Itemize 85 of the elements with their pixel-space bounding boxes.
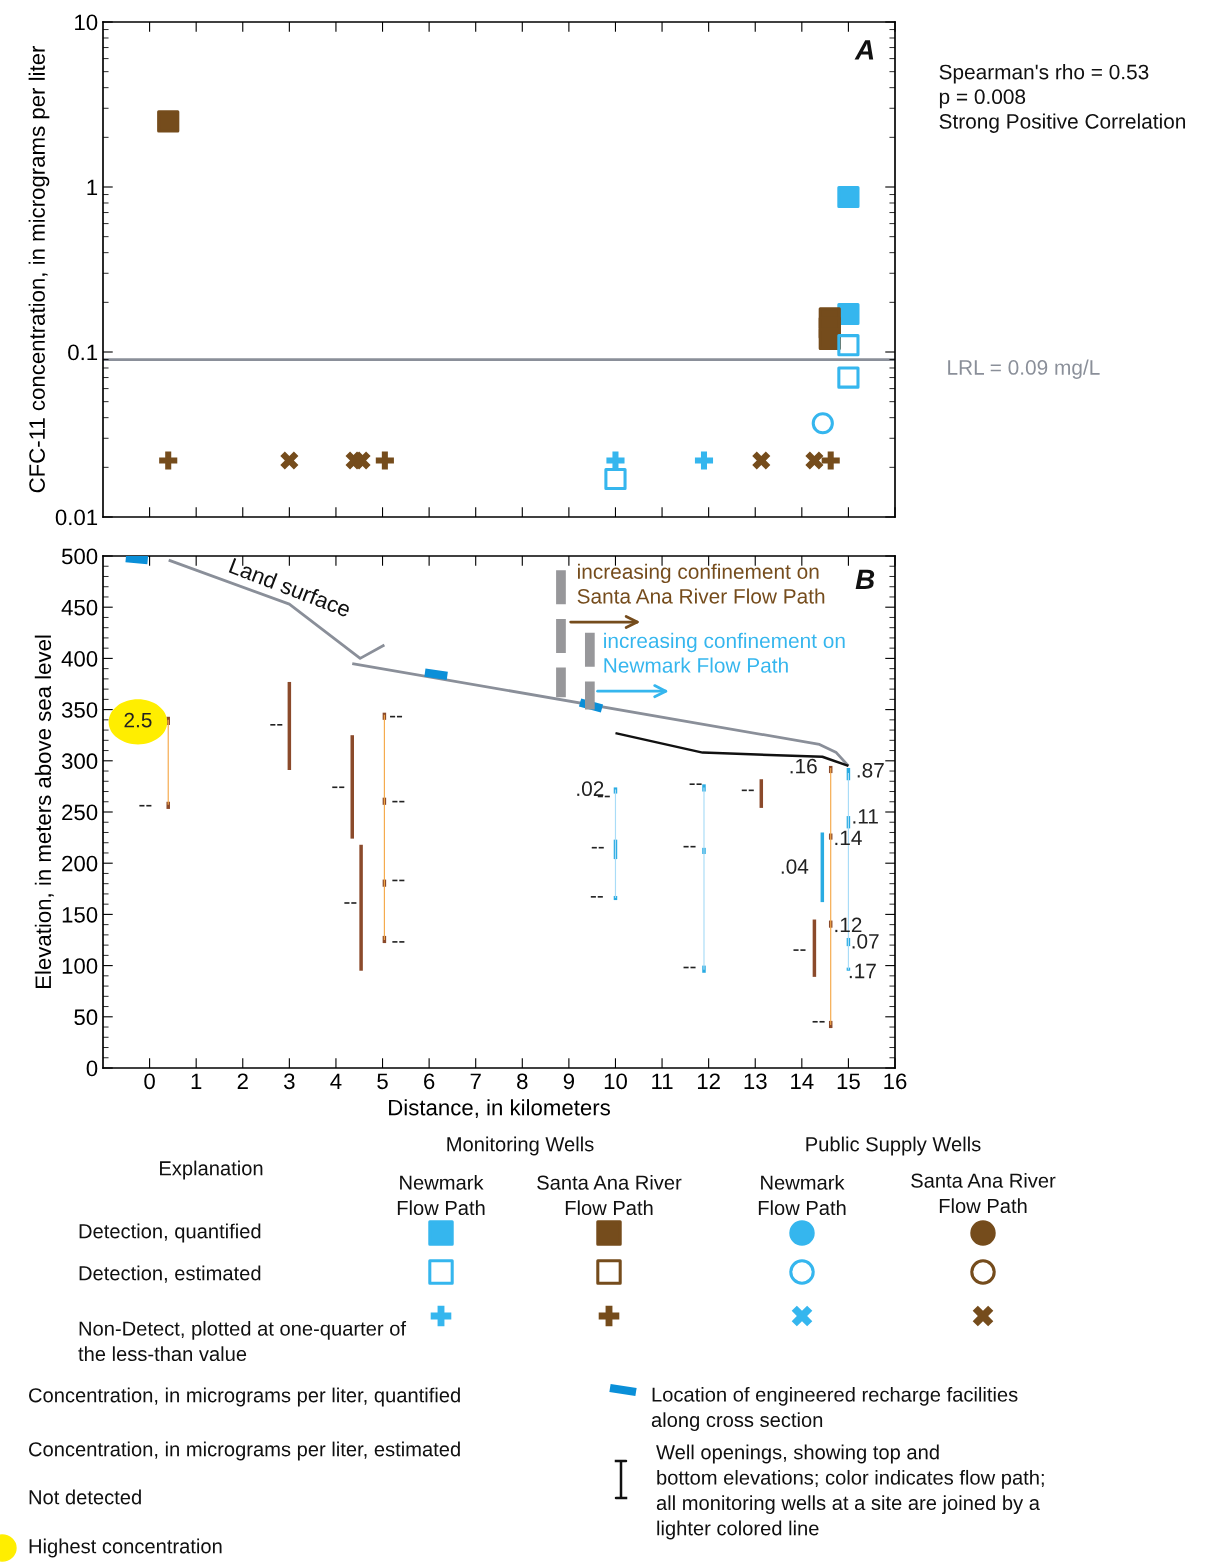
annotation: increasing confinement on Santa Ana River Flow Path [577,563,825,604]
annotation: -- [793,949,806,951]
text: Spearman's rho = 0.53 p = 0.008 Strong Positive Correlation [939,64,1186,133]
annotation: -- [597,795,610,798]
annotation: .17 [849,963,876,979]
text: Highest concentration [29,1538,222,1558]
annotation: B [855,569,875,589]
annotation: .12 [835,917,862,933]
text: Detection, quantified [79,1223,261,1243]
y-tick-label: 500 [61,548,98,565]
annotation: Land surface [228,557,352,618]
text: Location of engineered recharge facilities along cross section [651,1386,1018,1432]
y-tick-label: 250 [62,804,98,821]
x-tick-label: 6 [424,1073,435,1090]
annotation: .02 [577,781,604,797]
annotation: .07 [852,933,879,949]
x-tick-label: 8 [517,1073,528,1090]
text: Newmark Flow Path [758,1174,846,1216]
x-tick-label: 10 [604,1073,627,1090]
annotation: 2.5 [124,712,152,728]
text: Concentration, in micrograms per liter, estimated [29,1441,460,1461]
ref-line-label: LRL = 0.09 mg/L [948,359,1100,379]
x-tick-label: 11 [652,1073,673,1089]
y-tick-label: 200 [62,855,98,872]
annotation: -- [689,783,702,786]
y-tick-label: 150 [62,906,98,923]
annotation: -- [590,896,603,898]
y-tick-label: 50 [74,1009,98,1026]
x-axis-title: Distance, in kilometers [389,1099,610,1119]
x-tick-label: 13 [744,1073,767,1090]
annotation: -- [270,724,283,726]
annotation: .87 [857,762,884,778]
text: Santa Ana River Flow Path [537,1174,682,1216]
x-tick-label: 1 [191,1073,202,1089]
y-axis-title: Elevation, in meters above sea level [34,635,54,989]
annotation: -- [139,804,152,807]
annotation: -- [392,941,405,943]
x-tick-label: 3 [284,1073,295,1090]
annotation: .11 [853,809,878,824]
x-tick-label: 0 [144,1073,155,1090]
annotation: -- [683,845,696,848]
y-tick-label: 100 [62,958,98,974]
x-tick-label: 9 [563,1073,575,1090]
x-tick-label: 7 [470,1073,481,1089]
x-tick-label: 4 [330,1073,342,1089]
x-tick-label: 14 [791,1073,814,1089]
y-tick-label: 10 [75,14,98,31]
text: Monitoring Wells [447,1136,594,1156]
text: Santa Ana River Flow Path [911,1172,1056,1214]
x-tick-label: 12 [697,1073,720,1089]
x-tick-label: 16 [884,1073,907,1090]
annotation: -- [683,966,696,969]
annotation: -- [741,789,754,792]
annotation: -- [332,786,345,789]
y-tick-label: 0.1 [68,344,98,361]
text: Non-Detect, plotted at one-quarter of the less-than value [78,1320,407,1362]
annotation: .14 [835,830,862,846]
y-tick-label: 300 [61,753,98,770]
y-tick-label: 0.01 [55,509,98,526]
y-tick-label: 450 [61,599,98,616]
y-tick-label: 400 [61,650,98,667]
annotation: -- [591,846,604,849]
annotation: increasing confinement on Newmark Flow Path [604,632,845,673]
annotation: -- [392,800,405,803]
annotation: -- [390,715,403,718]
x-tick-label: 15 [837,1073,860,1090]
annotation: -- [344,902,357,904]
annotation: A [854,40,874,60]
text: Concentration, in micrograms per liter, quantified [29,1387,460,1407]
text: Explanation [160,1160,263,1180]
annotation: -- [392,879,405,882]
y-tick-label: 0 [86,1060,98,1077]
annotation: .04 [781,859,809,874]
text: Public Supply Wells [806,1136,981,1156]
annotation: -- [812,1020,825,1023]
text: Well openings, showing top and bottom elevations; color indicates flow path; all monitoring wells at a site are joined by a lighter colored line [656,1444,1044,1540]
x-tick-label: 5 [377,1073,388,1090]
text: Detection, estimated [79,1265,261,1283]
text: Newmark Flow Path [397,1174,485,1216]
y-tick-label: 350 [61,702,98,718]
text: Not detected [29,1489,141,1505]
y-axis-title: CFC-11 concentration, in micrograms per liter [28,45,50,493]
x-tick-label: 2 [237,1073,248,1089]
annotation: .16 [790,758,817,774]
y-tick-label: 1 [87,179,98,196]
